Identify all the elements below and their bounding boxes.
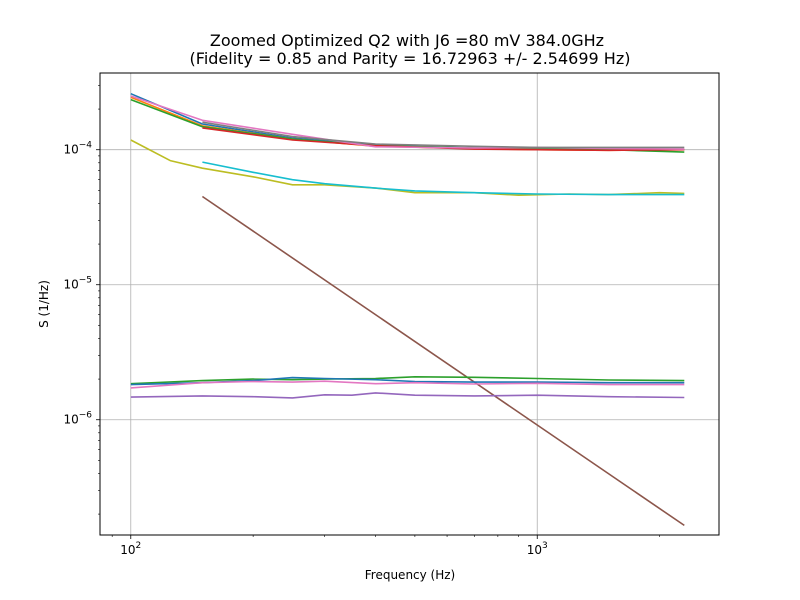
y-tick-label-exp: −6 xyxy=(79,411,93,421)
plot-frame xyxy=(99,72,720,536)
y-tick-label: 10−5 xyxy=(63,276,92,292)
series-line-8 xyxy=(202,161,685,196)
x-tick-label-exp: 2 xyxy=(136,541,142,551)
chart-subtitle: (Fidelity = 0.85 and Parity = 16.72963 +… xyxy=(190,49,631,68)
chart-title: Zoomed Optimized Q2 with J6 =80 mV 384.0… xyxy=(210,31,604,50)
grid xyxy=(100,73,719,535)
y-tick-label-base: 10 xyxy=(63,413,78,427)
y-tick-label-base: 10 xyxy=(63,143,78,157)
series-line-6 xyxy=(202,121,685,149)
y-tick-label: 10−4 xyxy=(63,141,92,157)
x-axis-label: Frequency (Hz) xyxy=(365,568,456,582)
y-tick-label-exp: −5 xyxy=(79,276,92,286)
series-line-12 xyxy=(130,380,685,389)
series-line-10 xyxy=(130,375,685,385)
y-axis-label: S (1/Hz) xyxy=(37,280,51,328)
series-line-5 xyxy=(130,95,685,150)
series-line-9 xyxy=(201,195,685,527)
y-tick-label-base: 10 xyxy=(63,278,78,292)
x-tick-label: 103 xyxy=(527,541,548,557)
x-tick-label-base: 10 xyxy=(527,543,542,557)
series-line-13 xyxy=(130,392,685,399)
y-tick-label: 10−6 xyxy=(63,411,92,427)
x-tick-label-exp: 3 xyxy=(542,541,548,551)
series-layer xyxy=(130,92,685,527)
x-tick-label-base: 10 xyxy=(120,543,135,557)
series-line-4 xyxy=(202,127,685,152)
y-tick-label-exp: −4 xyxy=(79,141,93,151)
x-tick-label: 102 xyxy=(120,541,141,557)
